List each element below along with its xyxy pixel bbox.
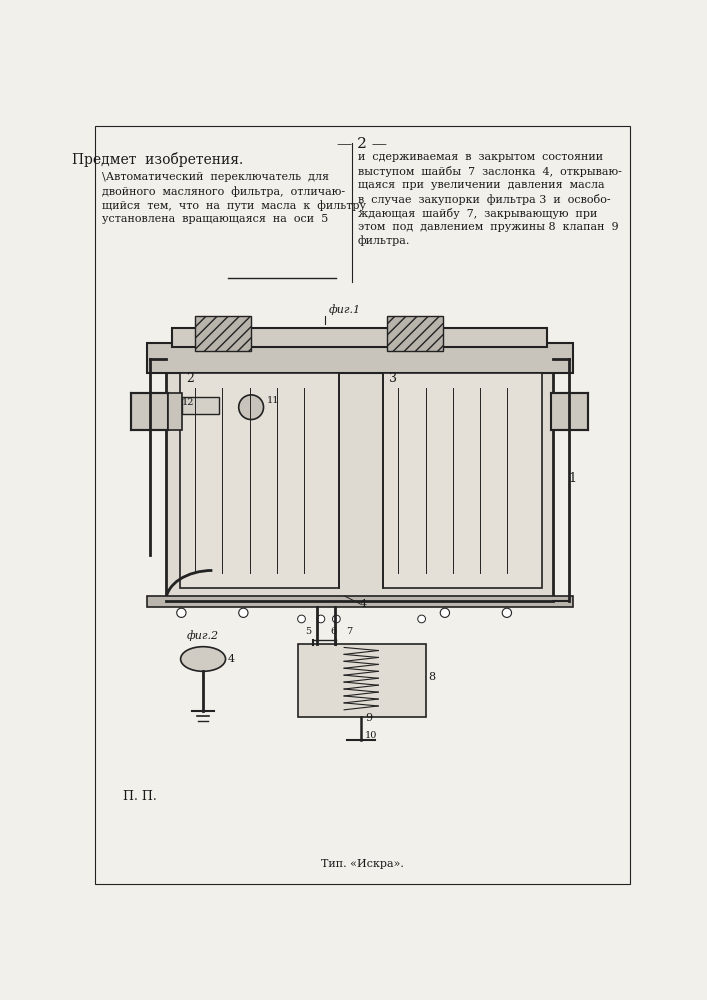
Text: фиг.1: фиг.1 (329, 304, 361, 315)
Text: 12: 12 (182, 398, 194, 407)
Text: П. П.: П. П. (123, 790, 157, 803)
Text: этом  под  давлением  пружины 8  клапан  9: этом под давлением пружины 8 клапан 9 (358, 222, 619, 232)
Text: Тип. «Искра».: Тип. «Искра». (320, 859, 404, 869)
Bar (551, 393, 588, 430)
Text: 1: 1 (569, 472, 577, 485)
Circle shape (502, 608, 512, 617)
Bar (298, 644, 426, 717)
Text: щийся  тем,  что  на  пути  масла  к  фильтру: щийся тем, что на пути масла к фильтру (103, 200, 366, 211)
Circle shape (332, 615, 340, 623)
Text: 4: 4 (360, 599, 367, 609)
Ellipse shape (180, 647, 226, 671)
Circle shape (239, 395, 264, 420)
Text: установлена  вращающаяся  на  оси  5: установлена вращающаяся на оси 5 (103, 214, 329, 224)
Text: фиг.2: фиг.2 (187, 630, 219, 641)
Text: 7: 7 (346, 627, 352, 636)
Text: 4: 4 (228, 654, 235, 664)
Text: 6: 6 (330, 627, 337, 636)
Circle shape (239, 608, 248, 617)
Bar (180, 373, 339, 588)
Text: 11: 11 (267, 396, 279, 405)
Text: и  сдерживаемая  в  закрытом  состоянии: и сдерживаемая в закрытом состоянии (358, 152, 603, 162)
Bar (387, 316, 443, 351)
Text: в  случае  закупорки  фильтра 3  и  освобо-: в случае закупорки фильтра 3 и освобо- (358, 194, 611, 205)
Text: — 2 —: — 2 — (337, 137, 387, 151)
Bar (172, 328, 547, 347)
Text: щаяся  при  увеличении  давления  масла: щаяся при увеличении давления масла (358, 180, 604, 190)
Bar (195, 316, 251, 351)
Text: ждающая  шайбу  7,  закрывающую  при: ждающая шайбу 7, закрывающую при (358, 208, 597, 219)
Bar (131, 393, 168, 430)
Circle shape (440, 608, 450, 617)
Bar (182, 397, 219, 414)
Text: двойного  масляного  фильтра,  отличаю-: двойного масляного фильтра, отличаю- (103, 186, 346, 197)
Circle shape (298, 615, 305, 623)
Bar (383, 373, 542, 588)
Circle shape (177, 608, 186, 617)
Text: 5: 5 (305, 627, 312, 636)
Text: 10: 10 (365, 731, 378, 740)
Text: 8: 8 (428, 672, 436, 682)
Text: выступом  шайбы  7  заслонка  4,  открываю-: выступом шайбы 7 заслонка 4, открываю- (358, 166, 622, 177)
Bar (146, 596, 573, 607)
Text: 3: 3 (389, 372, 397, 385)
Text: 2: 2 (186, 372, 194, 385)
Text: 9: 9 (365, 713, 372, 723)
Bar (168, 393, 182, 430)
Text: фильтра.: фильтра. (358, 235, 411, 246)
Bar (166, 359, 554, 601)
Text: \Автоматический  переключатель  для: \Автоматический переключатель для (103, 172, 329, 182)
Circle shape (418, 615, 426, 623)
Text: Предмет  изобретения.: Предмет изобретения. (73, 152, 244, 167)
Bar (146, 343, 573, 373)
Circle shape (317, 615, 325, 623)
